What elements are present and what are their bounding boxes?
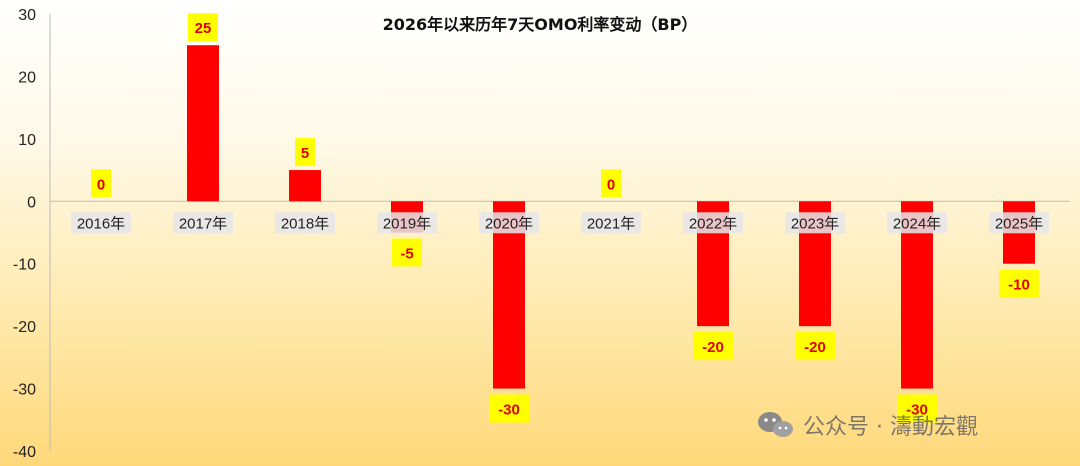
data-label: -30: [498, 402, 520, 419]
data-label-bg: [392, 238, 422, 267]
y-tick-label: 20: [18, 69, 36, 86]
category-label-bg: [683, 212, 743, 234]
bar: [187, 45, 219, 202]
data-label: 25: [195, 20, 212, 37]
data-label-bg: [795, 332, 835, 361]
category-label-bg: [581, 212, 641, 234]
data-label: -5: [400, 246, 413, 263]
data-label-bg: [897, 394, 937, 423]
axis-layer: 30 20 10 0 -10 -20 -30 -40: [13, 7, 1070, 461]
category-label-bg: [71, 212, 131, 234]
y-tick-label: 10: [18, 132, 36, 149]
category-label: 2018年: [281, 215, 329, 232]
data-label-bg: [489, 394, 529, 423]
category-label: 2016年: [77, 215, 125, 232]
data-label: 0: [607, 176, 615, 193]
data-label: -20: [804, 339, 826, 356]
data-label: -20: [702, 339, 724, 356]
category-label: 2017年: [179, 215, 227, 232]
category-label: 2022年: [689, 215, 737, 232]
watermark: 公众号 · 濤動宏觀: [758, 412, 978, 440]
category-label-bg: [989, 212, 1049, 234]
category-label-bg: [887, 212, 947, 234]
label-layer: 2016年 0 2017年 25 2018年 5 2019年 -5 2020年 -30 2021年 0…: [71, 13, 1049, 423]
bar: [289, 170, 321, 202]
category-label-bg: [275, 212, 335, 234]
category-label: 2025年: [995, 215, 1043, 232]
wechat-icon: [758, 412, 793, 437]
category-label-bg: [173, 212, 233, 234]
y-tick-label: -40: [13, 444, 36, 461]
category-label: 2019年: [383, 215, 431, 232]
y-tick-label: -30: [13, 382, 36, 399]
data-label: -30: [906, 402, 928, 419]
watermark-text: 公众号 · 濤動宏觀: [803, 415, 978, 440]
data-label: 0: [97, 176, 105, 193]
category-label: 2024年: [893, 215, 941, 232]
category-label-bg: [785, 212, 845, 234]
data-label: -10: [1008, 277, 1030, 294]
category-label: 2020年: [485, 215, 533, 232]
category-label-bg: [377, 212, 437, 234]
chart-title: 2026年以来历年7天OMO利率变动（BP）: [383, 15, 698, 34]
y-tick-label: 0: [27, 194, 36, 211]
data-label-bg: [693, 332, 733, 361]
category-label: 2023年: [791, 215, 839, 232]
category-label: 2021年: [587, 215, 635, 232]
data-label-bg: [91, 169, 111, 198]
data-label: 5: [301, 145, 309, 162]
y-tick-label: -20: [13, 319, 36, 336]
data-label-bg: [999, 269, 1039, 298]
y-tick-label: 30: [18, 7, 36, 24]
category-label-bg: [479, 212, 539, 234]
y-tick-label: -10: [13, 257, 36, 274]
data-label-bg: [295, 138, 315, 167]
data-label-bg: [601, 169, 621, 198]
data-label-bg: [188, 13, 218, 42]
